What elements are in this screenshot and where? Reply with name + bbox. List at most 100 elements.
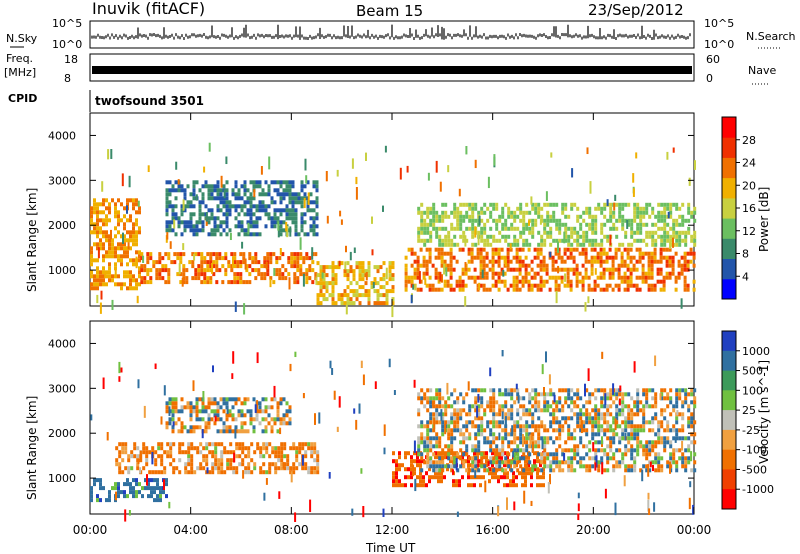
data-cell (611, 259, 615, 264)
data-cell (507, 452, 511, 457)
data-cell (459, 428, 463, 433)
data-cell (546, 428, 550, 433)
data-cell (527, 279, 531, 284)
data-cell (506, 267, 510, 272)
data-cell (214, 446, 218, 451)
data-cell (537, 432, 541, 437)
data-cell (576, 412, 580, 417)
data-cell (249, 212, 253, 217)
data-cell (599, 255, 603, 260)
data-cell (238, 446, 242, 451)
data-cell (539, 279, 543, 284)
data-cell (647, 259, 651, 264)
data-cell (606, 428, 610, 433)
data-cell (591, 456, 595, 461)
data-cell (455, 458, 458, 471)
data-cell (435, 460, 439, 465)
data-cell (450, 444, 454, 449)
data-cell (615, 218, 619, 223)
data-cell (216, 196, 220, 201)
data-cell (606, 444, 610, 449)
data-cell (179, 260, 183, 265)
data-cell (519, 440, 523, 445)
data-cell (406, 165, 409, 173)
data-cell (678, 436, 682, 441)
data-cell (423, 436, 427, 441)
data-cell (572, 255, 576, 260)
data-cell (649, 461, 652, 468)
data-cell (651, 210, 655, 215)
data-cell (528, 408, 532, 413)
data-cell (576, 206, 580, 211)
data-cell (294, 232, 298, 237)
data-cell (213, 413, 217, 418)
data-cell (539, 283, 543, 288)
data-cell (549, 452, 553, 457)
velocity-ylabel: Slant Range [km] (25, 396, 39, 500)
data-cell (325, 297, 329, 302)
data-cell (630, 416, 634, 421)
data-cell (410, 459, 413, 464)
data-cell (263, 256, 267, 261)
data-cell (581, 251, 585, 256)
data-cell (255, 232, 259, 237)
data-cell (530, 432, 533, 441)
data-cell (90, 250, 93, 255)
data-cell (612, 383, 615, 395)
data-cell (525, 464, 529, 469)
data-cell (458, 275, 462, 280)
data-cell (630, 218, 634, 223)
data-cell (171, 397, 175, 402)
data-cell (651, 420, 655, 425)
data-cell (438, 468, 442, 473)
data-cell (588, 464, 592, 469)
data-cell (434, 455, 437, 460)
data-cell (584, 275, 588, 280)
data-cell (412, 464, 415, 477)
data-cell (617, 275, 621, 280)
data-cell (474, 424, 478, 429)
data-cell (630, 408, 634, 413)
data-cell (549, 460, 553, 465)
data-cell (422, 479, 425, 484)
power-colorbar-label: Power [dB] (757, 187, 771, 252)
data-cell (450, 440, 454, 445)
data-cell (219, 224, 223, 229)
data-cell (90, 258, 93, 263)
data-cell (231, 413, 235, 418)
data-cell (650, 251, 654, 256)
data-cell (590, 287, 594, 292)
data-cell (233, 256, 237, 261)
data-cell (219, 397, 223, 402)
data-cell (229, 462, 233, 467)
data-cell (648, 428, 652, 433)
data-cell (285, 208, 289, 213)
data-cell (585, 234, 589, 239)
data-cell (669, 202, 673, 207)
data-cell (160, 416, 163, 425)
data-cell (605, 255, 609, 260)
data-cell (124, 466, 128, 471)
data-cell (382, 261, 386, 266)
data-cell (612, 214, 616, 219)
data-cell (333, 390, 336, 400)
data-cell (189, 413, 193, 418)
data-cell (662, 275, 666, 280)
data-cell (306, 208, 310, 213)
data-cell (388, 358, 391, 368)
data-cell (192, 180, 196, 185)
data-cell (115, 458, 119, 463)
data-cell (552, 392, 556, 397)
data-cell (273, 180, 277, 185)
data-cell (435, 210, 439, 215)
data-cell (552, 238, 556, 243)
data-cell (184, 470, 188, 475)
data-cell (420, 214, 424, 219)
data-cell (570, 388, 574, 393)
data-cell (447, 165, 450, 173)
data-cell (420, 396, 424, 401)
data-cell (435, 218, 439, 223)
data-cell (585, 468, 589, 473)
data-cell (216, 204, 220, 209)
data-cell (639, 428, 643, 433)
